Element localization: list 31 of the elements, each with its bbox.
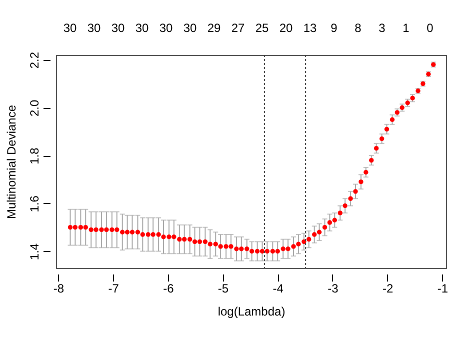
text: 9 xyxy=(330,21,338,35)
text: 25 xyxy=(255,21,269,35)
x-tick-label: -3 xyxy=(328,282,339,296)
x-tick-label: -6 xyxy=(163,282,174,296)
text: 30 xyxy=(87,21,101,35)
text: 3 xyxy=(378,21,386,35)
y-tick-label: 2.0 xyxy=(28,99,42,116)
y-tick-label: 2.2 xyxy=(28,52,42,69)
y-axis-title: Multinomial Deviance xyxy=(4,104,18,220)
x-tick-label: -7 xyxy=(108,282,120,296)
x-tick-label: -8 xyxy=(53,282,64,296)
x-tick-label: -1 xyxy=(437,282,448,296)
text: 20 xyxy=(279,21,293,35)
y-tick-label: 1.4 xyxy=(28,243,42,260)
text: 1 xyxy=(402,21,410,35)
text: 30 xyxy=(135,21,149,35)
text: 27 xyxy=(231,21,245,35)
x-tick-label: -5 xyxy=(218,282,229,296)
text: 30 xyxy=(159,21,173,35)
x-tick-label: -4 xyxy=(272,282,284,296)
text: 30 xyxy=(183,21,197,35)
text: 8 xyxy=(354,21,362,35)
text: 30 xyxy=(63,21,77,35)
x-tick-label: -2 xyxy=(382,282,394,296)
text: 30 xyxy=(111,21,125,35)
y-tick-label: 1.6 xyxy=(28,195,42,212)
x-axis-title: log(Lambda) xyxy=(218,304,286,318)
text: 29 xyxy=(207,21,221,35)
text: 0 xyxy=(426,21,434,35)
text: 13 xyxy=(303,21,317,35)
y-tick-label: 1.8 xyxy=(28,147,42,164)
